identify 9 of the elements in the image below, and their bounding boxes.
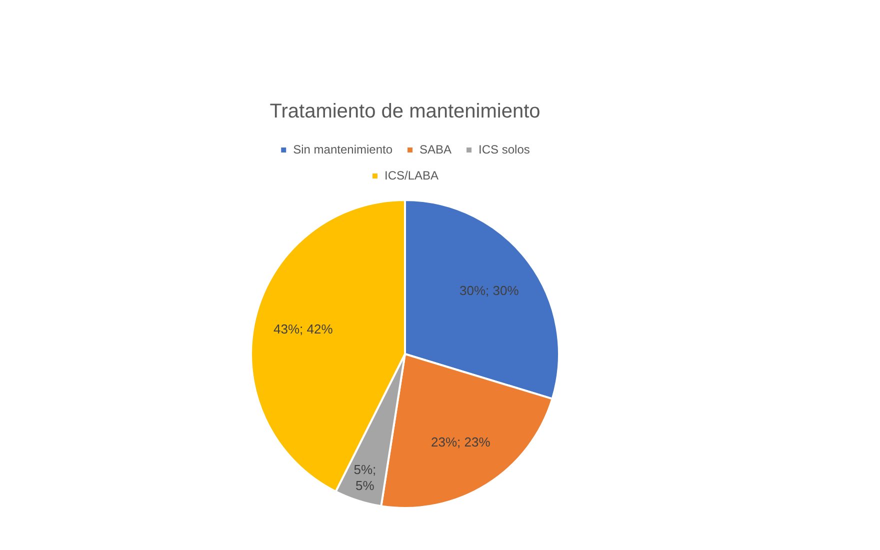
data-label: 30%; 30% <box>460 283 520 298</box>
data-label: 23%; 23% <box>430 434 491 450</box>
data-label: 43%; 42% <box>273 321 334 336</box>
data-label: 5%; 5% <box>354 462 376 494</box>
legend-label: SABA <box>420 142 452 156</box>
legend-label: ICS solos <box>478 142 530 156</box>
chart-title: Tratamiento de mantenimiento <box>270 100 540 123</box>
legend-label: ICS/LABA <box>384 168 439 182</box>
legend-label: Sin mantenimiento <box>293 142 393 156</box>
